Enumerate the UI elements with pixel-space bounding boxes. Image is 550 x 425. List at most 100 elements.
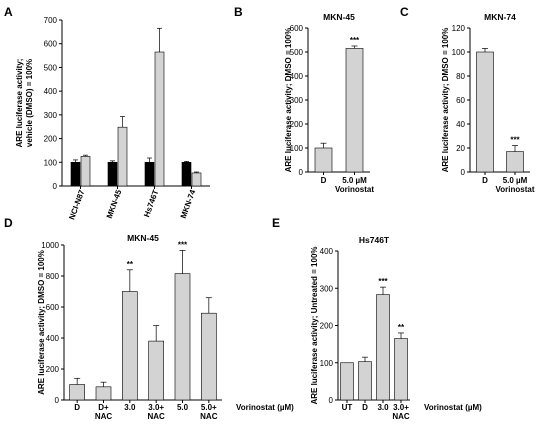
y-tick-label-d: 200 — [46, 365, 60, 374]
bar-a — [191, 172, 202, 187]
y-tick-label-a: 400 — [44, 87, 58, 96]
significance-label-b: *** — [350, 36, 360, 45]
significance-label-c: *** — [510, 136, 520, 145]
y-tick-label-e: 300 — [320, 284, 334, 293]
x-tick-label-d: NAC — [95, 412, 113, 421]
x-tick-label-d: D+ — [98, 403, 109, 412]
x-tick-label-d: D — [74, 403, 80, 412]
x-tick-label-e: 3.0+ — [393, 403, 409, 412]
bar-a — [117, 126, 128, 187]
bar-a — [70, 161, 81, 187]
panel-title-e: Hs746T — [359, 235, 390, 245]
x-tick-label-d: 5.0 — [177, 403, 189, 412]
bar-a — [107, 161, 118, 187]
bar-e — [340, 362, 354, 401]
y-tick-label-e: 100 — [320, 359, 334, 368]
x-tick-label-d: 3.0 — [124, 403, 136, 412]
y-tick-label-b: 400 — [290, 72, 304, 81]
significance-label-e: *** — [378, 277, 388, 286]
x-tick-label-d: NAC — [200, 412, 218, 421]
x-tick-label-d: NAC — [147, 412, 165, 421]
x-tick-label-d: 3.0+ — [148, 403, 164, 412]
y-tick-label-c: 60 — [456, 96, 465, 105]
y-tick-label-d: 1000 — [41, 241, 59, 250]
y-axis-label-a: ARE luciferase activity; — [15, 59, 24, 148]
panel-label-e: E — [272, 216, 280, 230]
y-axis-label-e: ARE luciferase activity; Untreated = 100… — [310, 246, 319, 404]
y-tick-label-c: 20 — [456, 144, 465, 153]
panel-label-c: C — [400, 5, 409, 19]
panel-title-c: MKN-74 — [484, 12, 516, 22]
x-tick-label-b: Vorinostat — [335, 185, 374, 194]
y-tick-label-d: 600 — [46, 303, 60, 312]
bar-c — [476, 51, 494, 173]
y-tick-label-b: 0 — [299, 168, 304, 177]
x-tick-label-c: D — [482, 176, 488, 185]
x-tick-label-b: D — [321, 176, 327, 185]
y-tick-label-a: 0 — [53, 182, 58, 191]
y-tick-label-c: 40 — [456, 120, 465, 129]
y-tick-label-b: 600 — [290, 24, 304, 33]
bar-a — [181, 161, 192, 187]
panel-title-d: MKN-45 — [127, 233, 159, 243]
bar-a — [154, 51, 165, 187]
x-tick-label-a: MKN-45 — [105, 188, 124, 220]
bar-d — [201, 312, 217, 401]
panel-title-b: MKN-45 — [323, 12, 355, 22]
x-tick-label-a: NCI-N87 — [67, 188, 86, 221]
x-tick-label-b: 5.0 µM — [342, 176, 367, 185]
bar-e — [394, 338, 408, 401]
x-tick-label-c: Vorinostat — [496, 185, 535, 194]
y-axis-label-c: ARE luciferase activity; DMSO = 100% — [441, 28, 450, 173]
x-tick-label-e: 3.0 — [377, 403, 389, 412]
y-tick-label-e: 400 — [320, 247, 334, 256]
y-tick-label-b: 500 — [290, 48, 304, 57]
x-tick-label-e: D — [362, 403, 368, 412]
x-axis-label-d: Vorinostat (µM) — [236, 403, 294, 412]
bar-e — [376, 294, 390, 401]
panel-label-b: B — [234, 5, 243, 19]
bar-c — [506, 151, 524, 173]
bar-a — [80, 156, 91, 187]
bar-b — [314, 147, 333, 173]
bar-d — [69, 384, 85, 401]
x-tick-label-d: 5.0+ — [201, 403, 217, 412]
y-axis-label-b: ARE luciferase activity; DMSO = 100% — [284, 28, 293, 173]
y-tick-label-e: 0 — [329, 396, 334, 405]
y-tick-label-d: 400 — [46, 334, 60, 343]
significance-label-d: ** — [127, 260, 134, 269]
y-tick-label-a: 700 — [44, 16, 58, 25]
y-tick-label-b: 200 — [290, 120, 304, 129]
y-tick-label-c: 80 — [456, 72, 465, 81]
bar-b — [345, 48, 364, 173]
y-tick-label-e: 200 — [320, 322, 334, 331]
x-axis-label-e: Vorinostat (µM) — [424, 403, 482, 412]
y-tick-label-c: 0 — [461, 168, 466, 177]
bar-d — [148, 340, 164, 401]
y-tick-label-c: 100 — [452, 48, 466, 57]
bar-d — [122, 291, 138, 401]
significance-label-e: ** — [398, 323, 405, 332]
y-tick-label-a: 300 — [44, 111, 58, 120]
bar-a — [144, 161, 155, 187]
x-tick-label-e: UT — [342, 403, 353, 412]
y-axis-label-d: ARE luciferase activity; DMSO = 100% — [37, 250, 46, 395]
x-tick-label-e: NAC — [392, 412, 410, 421]
y-tick-label-c: 120 — [452, 24, 466, 33]
y-tick-label-a: 100 — [44, 158, 58, 167]
y-tick-label-a: 200 — [44, 135, 58, 144]
x-tick-label-c: 5.0 µM — [503, 176, 528, 185]
panel-label-a: A — [4, 5, 13, 19]
x-tick-label-a: MKN-74 — [179, 188, 198, 220]
bar-e — [358, 361, 372, 401]
y-tick-label-d: 800 — [46, 272, 60, 281]
y-tick-label-d: 0 — [55, 396, 60, 405]
bar-d — [174, 273, 191, 401]
y-tick-label-a: 500 — [44, 63, 58, 72]
bar-d — [95, 386, 112, 401]
x-tick-label-a: Hs746T — [142, 189, 160, 219]
y-tick-label-b: 300 — [290, 96, 304, 105]
y-axis-label-a: vehicle (DMSO) = 100% — [25, 59, 34, 147]
significance-label-d: *** — [178, 240, 188, 249]
